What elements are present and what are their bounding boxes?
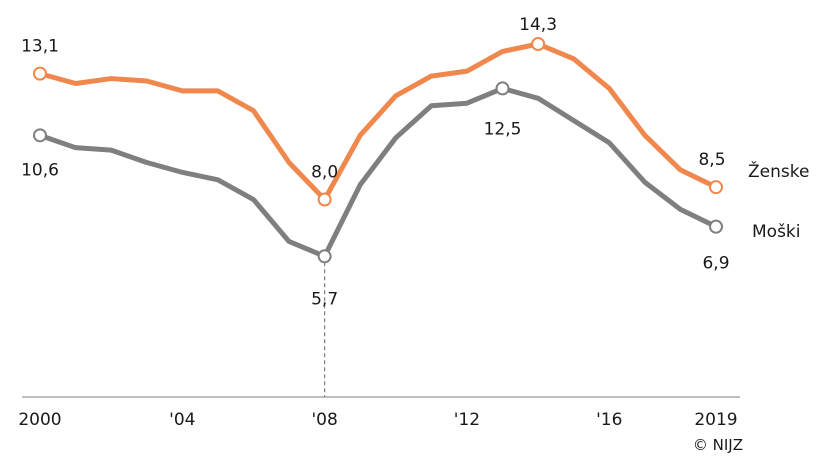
series-zenske: 13,1 8,0 14,3 8,5 Ženske — [21, 15, 809, 207]
data-label: 5,7 — [311, 289, 338, 309]
data-point-marker — [317, 192, 332, 207]
data-point-marker — [495, 81, 510, 96]
x-tick-label: '08 — [311, 410, 337, 430]
series-line — [37, 85, 719, 259]
data-point-marker — [33, 128, 47, 143]
series-moski: 10,6 5,7 12,5 6,9 Moški — [21, 81, 801, 309]
data-label: 10,6 — [21, 160, 59, 180]
series-name-label: Ženske — [748, 160, 809, 182]
data-point-marker — [317, 249, 332, 264]
data-label: 8,0 — [311, 163, 338, 183]
x-tick-label: 2000 — [18, 410, 61, 430]
x-tick-label: '04 — [169, 410, 195, 430]
data-label: 12,5 — [484, 119, 522, 139]
data-point-marker — [531, 37, 546, 51]
data-point-marker — [709, 219, 723, 234]
series-name-label: Moški — [752, 222, 801, 242]
x-tick-label: 2019 — [694, 410, 737, 430]
series-line — [37, 41, 719, 203]
data-label: 14,3 — [519, 15, 557, 35]
data-point-marker — [33, 66, 47, 81]
data-label: 13,1 — [21, 37, 59, 57]
credit-text: © NIJZ — [693, 436, 743, 454]
data-label: 8,5 — [698, 150, 725, 170]
data-point-marker — [709, 180, 723, 195]
x-tick-label: '12 — [454, 410, 480, 430]
x-tick-label: '16 — [596, 410, 622, 430]
data-label: 6,9 — [702, 254, 729, 274]
